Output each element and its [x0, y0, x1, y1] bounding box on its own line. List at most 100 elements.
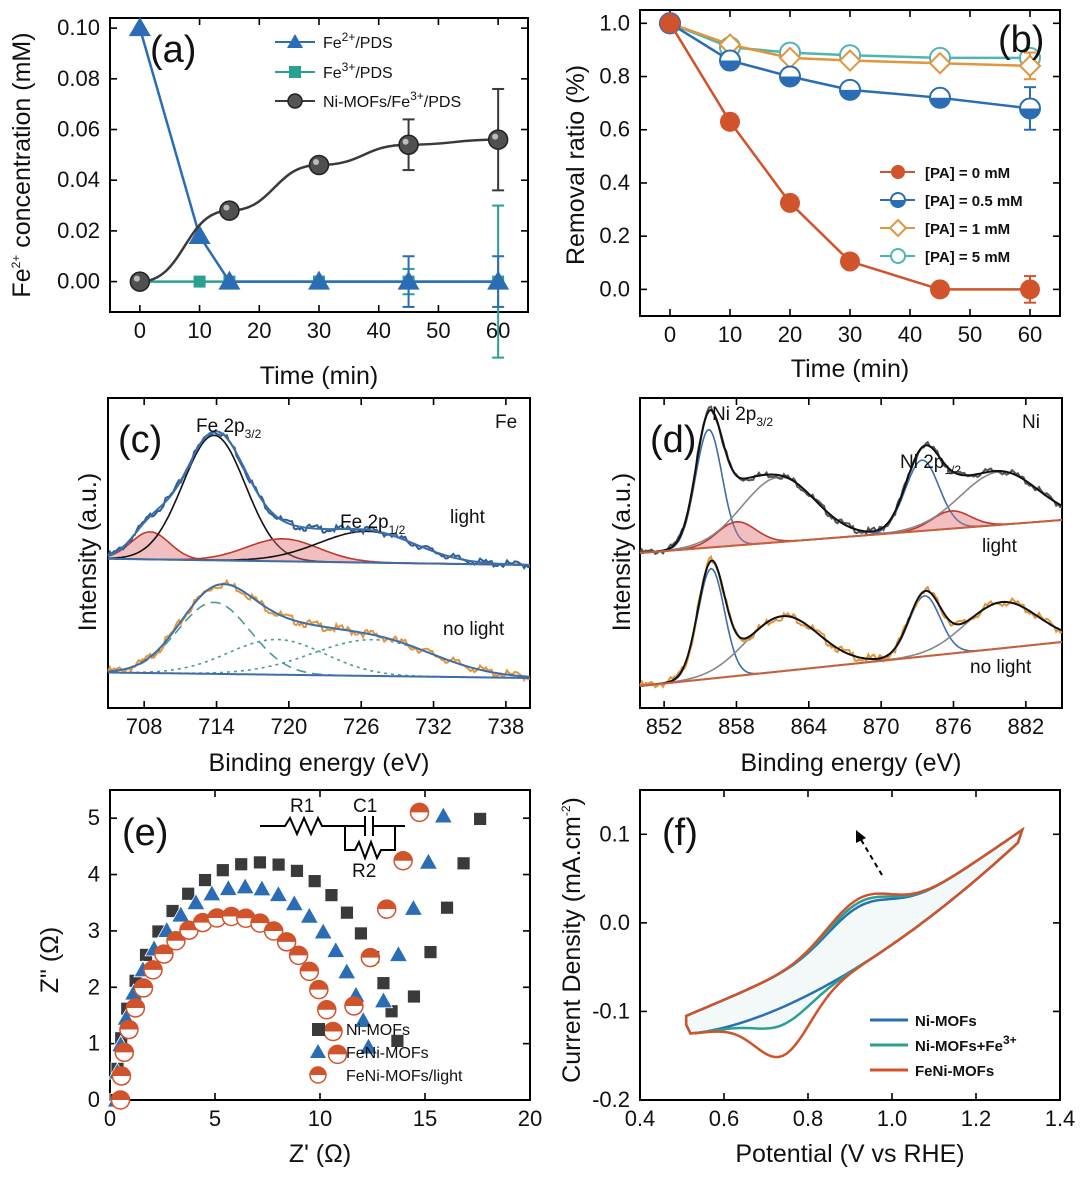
- x-tick-label: 870: [863, 714, 900, 739]
- data-point-halfcircle-fill: [410, 803, 429, 813]
- panel-d-label: (d): [650, 419, 696, 461]
- panel-c-label: (c): [118, 419, 162, 461]
- x-tick-label: 10: [187, 318, 211, 343]
- x-tick-label: 15: [413, 1106, 437, 1131]
- panel-d-peak2-label: Ni 2p1/2: [900, 452, 961, 477]
- panel-a: 0 10 20 30 40 50 600.000.020.040.060.080.10 (a…: [8, 15, 529, 390]
- data-point-halfcircle-fill: [115, 1043, 134, 1053]
- lower-baseline: [108, 671, 530, 679]
- cv-loop-2: [684, 826, 1025, 1059]
- x-tick-label: 738: [488, 714, 525, 739]
- data-point-halfcircle-fill: [126, 998, 145, 1008]
- panel-a-legend-3: Ni-MOFs/Fe3+/PDS: [323, 89, 461, 111]
- data-point-square: [253, 855, 267, 870]
- data-point-triangle: [128, 17, 151, 37]
- y-tick-label: 0.08: [57, 66, 100, 91]
- data-point-square: [215, 863, 230, 878]
- equivalent-circuit-icon: R1 C1 R2: [260, 796, 405, 882]
- data-point-halfcircle-fill: [328, 1045, 347, 1055]
- x-tick-label: 30: [307, 318, 331, 343]
- x-tick-label: 0: [104, 1106, 116, 1131]
- y-tick-label: 1: [88, 1031, 100, 1056]
- upper-baseline: [639, 519, 1063, 554]
- series-line-0: [668, 22, 1030, 291]
- data-point-highlight: [223, 204, 230, 211]
- x-tick-label: 714: [198, 714, 235, 739]
- panel-c-xlabel: Binding energy (eV): [209, 749, 430, 777]
- y-tick-label: 5: [88, 805, 100, 830]
- lower-baseline: [639, 641, 1063, 687]
- data-point-square: [324, 888, 339, 903]
- circuit-r1-label: R1: [290, 796, 314, 817]
- legend-square-icon: [312, 1023, 325, 1036]
- data-point-highlight: [402, 138, 409, 145]
- data-point-square: [290, 863, 304, 878]
- data-point-triangle: [235, 877, 255, 895]
- y-tick-label: 0.10: [57, 15, 100, 40]
- lower-fit-envelope: [639, 559, 1063, 687]
- data-point-sphere: [308, 154, 330, 176]
- panel-f-legend: Ni-MOFs Ni-MOFs+Fe3+ FeNi-MOFs: [870, 1013, 1017, 1080]
- data-point-highlight: [133, 275, 140, 282]
- panel-b-xlabel: Time (min): [791, 355, 910, 383]
- panel-f-frame: [639, 789, 1061, 1101]
- data-point-triangle: [487, 270, 510, 290]
- data-point-triangle: [373, 990, 394, 1009]
- y-tick-label: 1.0: [599, 10, 630, 35]
- legend-open-circle-icon: [890, 248, 906, 264]
- legend-square-icon: [289, 66, 301, 78]
- data-point-triangle: [433, 806, 454, 824]
- panel-c-peak1-label: Fe 2p3/2: [196, 416, 262, 441]
- panel-f-legend-1: Ni-MOFs: [915, 1013, 977, 1030]
- upper-component-fill: [640, 510, 1062, 553]
- data-point-triangle: [218, 878, 239, 896]
- x-tick-label: 876: [935, 714, 972, 739]
- data-point-square: [181, 886, 196, 901]
- panel-d-xlabel: Binding energy (eV): [741, 749, 962, 777]
- data-point-square: [423, 945, 438, 960]
- data-point-highlight: [313, 159, 319, 165]
- upper-fit-envelope: [639, 408, 1063, 554]
- panel-c-nolight-label: no light: [443, 619, 505, 640]
- data-point-half-fill: [840, 89, 860, 100]
- data-point-triangle: [313, 922, 333, 940]
- data-point-square: [390, 1034, 405, 1048]
- data-point-halfcircle-fill: [394, 851, 413, 861]
- panel-b-legend-1: [PA] = 0 mM: [925, 165, 1010, 182]
- circuit-r2-label: R2: [352, 861, 376, 882]
- legend-full-circle-icon: [891, 165, 905, 179]
- data-point-square: [407, 989, 421, 1004]
- data-point-square: [307, 874, 322, 889]
- data-point-sphere: [487, 129, 509, 150]
- panel-a-legend-2: Fe3+/PDS: [323, 60, 393, 82]
- data-point-halfcircle-fill: [111, 1091, 130, 1100]
- data-point-square: [234, 857, 249, 872]
- data-point-half-fill: [1020, 108, 1040, 119]
- upper-baseline: [108, 557, 530, 566]
- panel-e: 0 5 10 15 20 0 1 2 3 4 5 (e) R1 C1 R2 Ni-MOFs FeNi…: [36, 789, 542, 1168]
- y-tick-label: 0.1: [599, 821, 630, 846]
- x-tick-label: 1.4: [1045, 1106, 1076, 1131]
- data-point-triangle: [218, 270, 241, 290]
- panel-d-light-label: light: [982, 536, 1018, 557]
- y-tick-label: 0.04: [57, 167, 100, 192]
- y-tick-label: 0.8: [599, 64, 630, 89]
- scan-direction-arrow-icon: [856, 830, 883, 876]
- data-point-half-fill: [780, 76, 800, 87]
- panel-e-legend-2: FeNi-MOFs: [346, 1045, 429, 1062]
- panel-e-legend-1: Ni-MOFs: [346, 1022, 410, 1039]
- data-point-square: [271, 857, 286, 872]
- panel-a-xlabel: Time (min): [260, 362, 379, 390]
- panel-a-legend: Fe2+/PDS Fe3+/PDS Ni-MOFs/Fe3+/PDS: [275, 30, 461, 111]
- panel-c-element: Fe: [495, 412, 517, 433]
- legend-triangle-icon: [310, 1044, 326, 1058]
- y-tick-label: 0.0: [599, 910, 630, 935]
- data-point-halfcircle-fill: [154, 945, 173, 955]
- x-tick-label: 10: [718, 322, 742, 347]
- panel-f: 0.4 0.6 0.8 1.0 1.2 1.4 -0.2 -0.1 0.0 0.1 (f) Ni-…: [558, 789, 1076, 1168]
- data-point-triangle: [418, 852, 439, 870]
- y-tick-label: 3: [88, 918, 100, 943]
- x-tick-label: 852: [646, 714, 683, 739]
- panel-b-label: (b): [998, 19, 1044, 61]
- data-point-square: [193, 275, 206, 288]
